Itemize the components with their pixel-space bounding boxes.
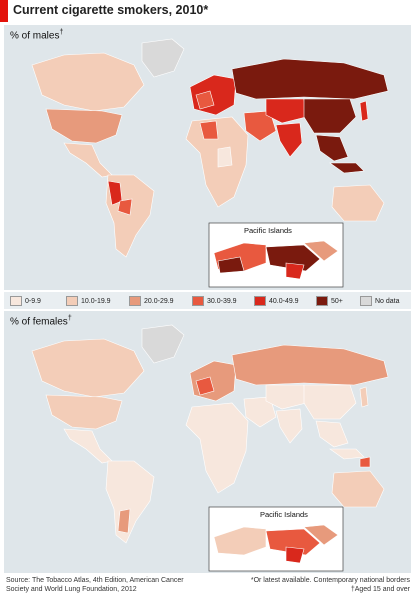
legend-item: 40.0-49.9 [254,296,299,306]
brand-accent-bar [0,0,8,22]
legend-item: 20.0-29.9 [129,296,174,306]
females-map-panel: % of females† [4,311,411,573]
females-world-map: Pacific Islands [31,324,389,572]
chart-title: Current cigarette smokers, 2010* [13,3,209,17]
females-pacific-inset: Pacific Islands [208,506,344,572]
svg-text:Pacific Islands: Pacific Islands [244,226,292,235]
females-panel-label: % of females† [10,315,72,328]
footnote-age: †Aged 15 and over [350,586,410,593]
legend-item: 0-9.9 [10,296,41,306]
legend-item: 10.0-19.9 [66,296,111,306]
legend-item: No data [360,296,400,306]
males-map-panel: % of males† [4,25,411,290]
footnotes: *Or latest available. Contemporary natio… [210,576,410,594]
males-world-map: Pacific Islands [31,38,389,288]
color-legend: 0-9.9 10.0-19.9 20.0-29.9 30.0-39.9 40.0… [4,292,411,309]
legend-item: 50+ [316,296,343,306]
source-note: Source: The Tobacco Atlas, 4th Edition, … [6,577,184,593]
males-pacific-inset: Pacific Islands [208,222,344,288]
footnote-borders: *Or latest available. Contemporary natio… [250,577,410,584]
males-panel-label: % of males† [10,29,64,42]
legend-item: 30.0-39.9 [192,296,237,306]
svg-text:Pacific Islands: Pacific Islands [260,510,308,519]
